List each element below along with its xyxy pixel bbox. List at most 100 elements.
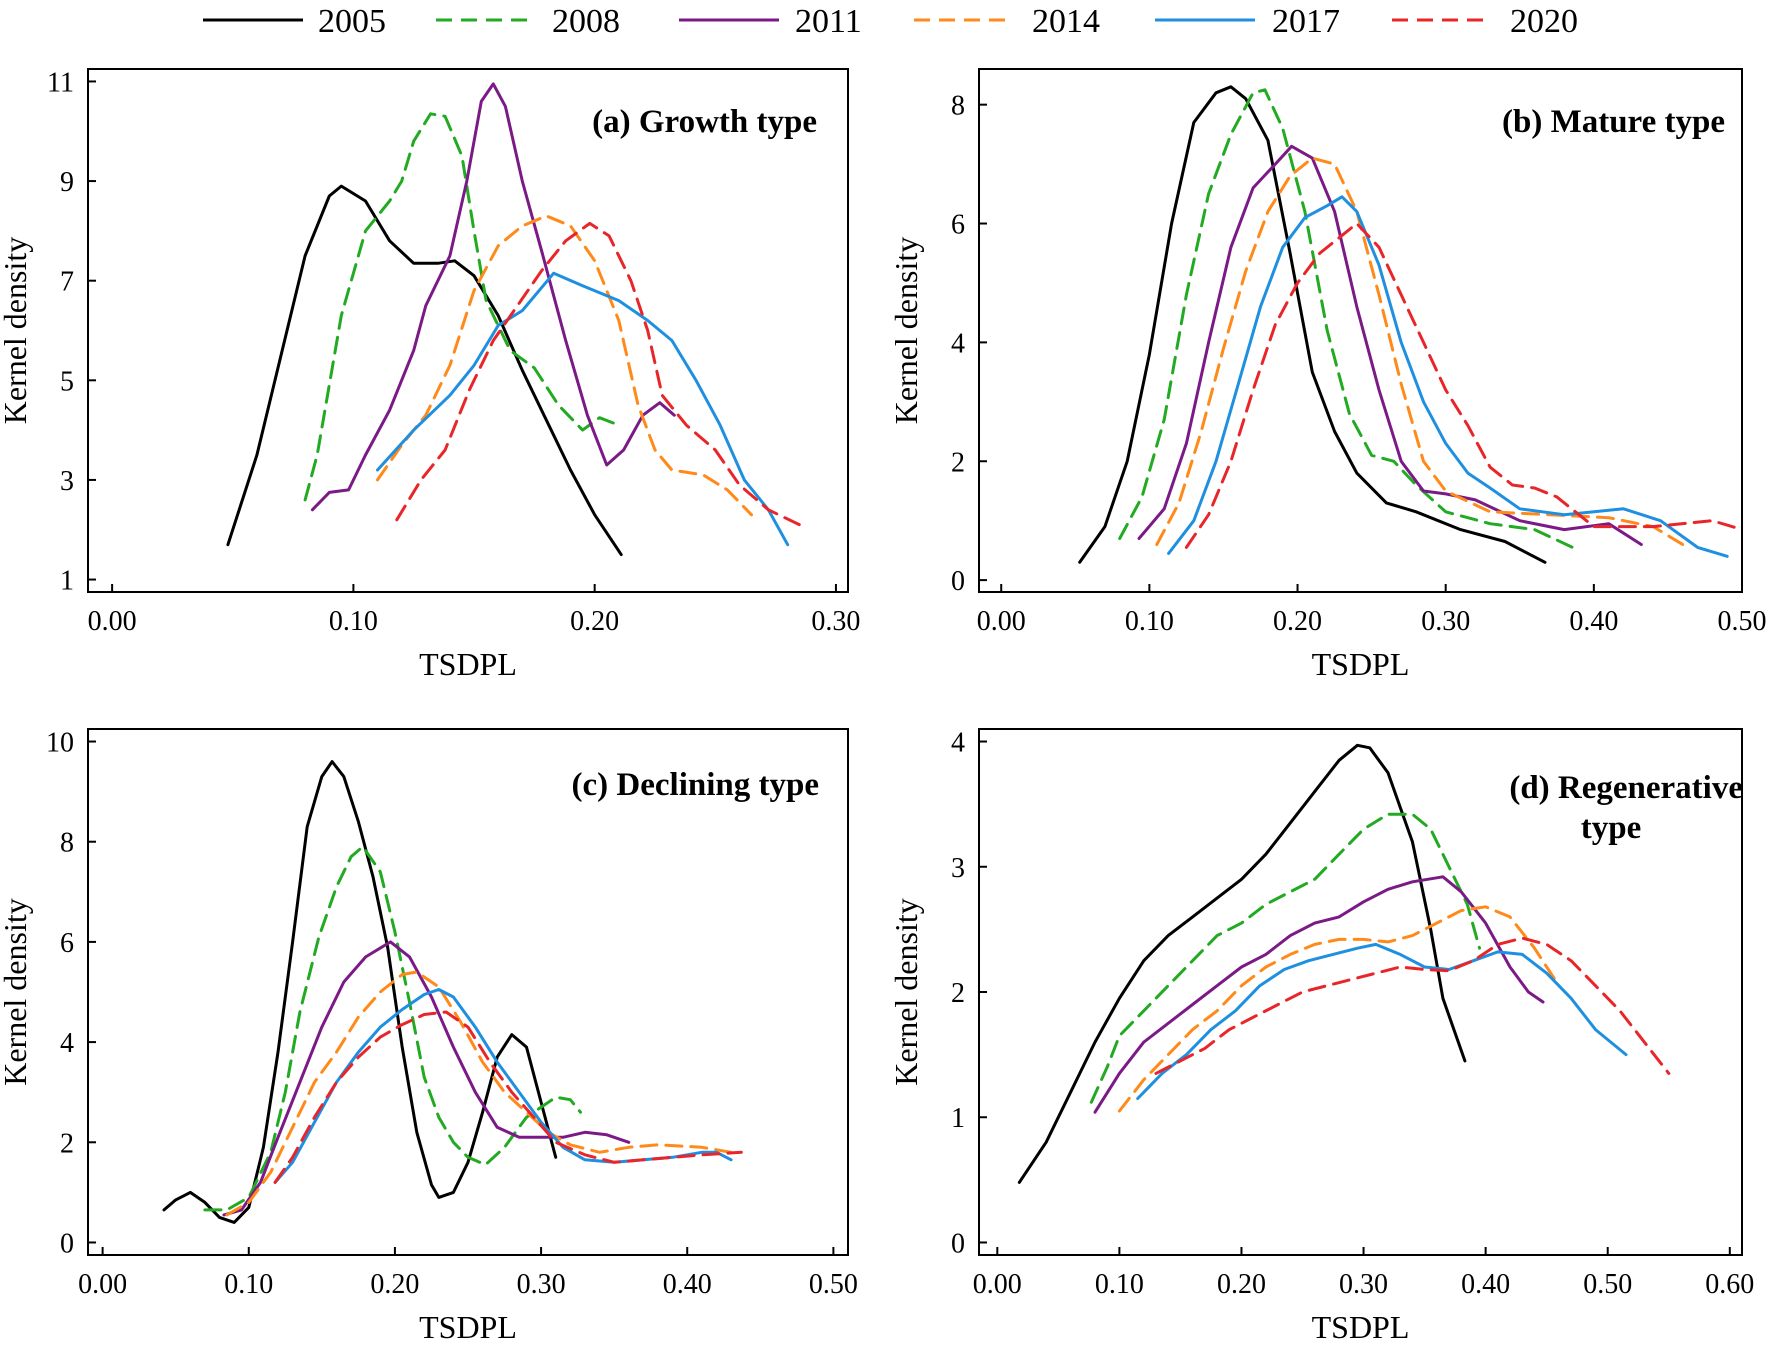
series-line-2011 — [1093, 875, 1545, 1114]
y-tick-label: 8 — [60, 828, 74, 859]
y-tick-label: 3 — [60, 466, 74, 497]
series-line-2020 — [1184, 222, 1742, 549]
panel-1: 0.00 0.10 0.20 0.30 1 3 5 7 9 11 TSDPL Kernel densi… — [0, 67, 860, 682]
x-tick-label: 0.10 — [224, 1269, 273, 1300]
y-tick-label: 5 — [60, 366, 74, 397]
series-line-2008 — [1089, 812, 1481, 1104]
y-tick-label: 7 — [60, 267, 74, 298]
panel-title: type — [1581, 810, 1642, 846]
y-tick-label: 1 — [60, 566, 74, 597]
series-line-2008 — [303, 112, 621, 502]
legend-label-2017: 2017 — [1272, 3, 1340, 40]
series-line-2014 — [1117, 905, 1561, 1113]
legend-label-2011: 2011 — [795, 3, 862, 40]
y-axis-label: Kernel density — [0, 898, 33, 1086]
x-tick-label: 0.20 — [1217, 1269, 1266, 1300]
x-axis-label: TSDPL — [419, 646, 517, 682]
x-tick-label: 0.30 — [1421, 606, 1470, 637]
series-line-2005 — [1078, 85, 1547, 564]
y-tick-label: 9 — [60, 167, 74, 198]
y-tick-label: 4 — [951, 728, 965, 759]
plot-frame — [87, 728, 849, 1256]
panel-2: 0.00 0.10 0.20 0.30 0.40 0.50 0 2 4 6 8 TSDPL Kernel… — [888, 68, 1767, 682]
legend-label-2005: 2005 — [318, 3, 386, 40]
x-tick-label: 0.00 — [973, 1269, 1022, 1300]
x-tick-label: 0.40 — [1461, 1269, 1510, 1300]
x-axis-label: TSDPL — [1312, 646, 1410, 682]
series-group — [226, 82, 807, 557]
series-line-2014 — [1155, 156, 1685, 546]
y-tick-label: 10 — [46, 728, 74, 759]
plot-frame — [87, 68, 849, 593]
panel-title: (b) Mature type — [1502, 104, 1725, 140]
series-line-2017 — [1136, 942, 1628, 1100]
x-tick-label: 0.30 — [811, 606, 860, 637]
y-axis-label: Kernel density — [0, 237, 33, 425]
series-line-2014 — [376, 214, 753, 517]
y-tick-label: 3 — [951, 853, 965, 884]
y-tick-label: 11 — [47, 67, 74, 98]
x-tick-label: 0.30 — [517, 1269, 566, 1300]
x-tick-label: 0.50 — [1583, 1269, 1632, 1300]
legend-label-2020: 2020 — [1510, 3, 1578, 40]
series-line-2005 — [226, 184, 623, 557]
panels: 0.00 0.10 0.20 0.30 1 3 5 7 9 11 TSDPL Kernel densi… — [0, 67, 1767, 1345]
x-tick-label: 0.10 — [1125, 606, 1174, 637]
series-line-2017 — [1167, 195, 1729, 558]
series-group — [1078, 85, 1742, 564]
x-tick-label: 0.20 — [570, 606, 619, 637]
panel-title: (c) Declining type — [572, 767, 819, 803]
legend-label-2008: 2008 — [552, 3, 620, 40]
legend: 2005 2008 2011 2014 2017 2020 — [203, 3, 1578, 40]
x-tick-label: 0.30 — [1339, 1269, 1388, 1300]
x-tick-label: 0.50 — [1718, 606, 1767, 637]
series-line-2020 — [395, 221, 807, 529]
panel-title: (d) Regenerative — [1509, 770, 1743, 806]
legend-label-2014: 2014 — [1032, 3, 1100, 40]
x-tick-label: 0.10 — [329, 606, 378, 637]
series-group — [1017, 743, 1671, 1184]
series-line-2005 — [162, 760, 558, 1224]
series-line-2014 — [225, 970, 733, 1217]
y-tick-label: 0 — [60, 1228, 74, 1259]
y-tick-label: 2 — [951, 978, 965, 1009]
series-line-2017 — [376, 271, 790, 547]
x-tick-label: 0.60 — [1705, 1269, 1754, 1300]
series-line-2011 — [1137, 144, 1643, 546]
y-tick-label: 0 — [951, 566, 965, 597]
plot-frame — [978, 68, 1743, 593]
x-axis-label: TSDPL — [1312, 1309, 1410, 1345]
x-tick-label: 0.10 — [1095, 1269, 1144, 1300]
x-tick-label: 0.20 — [370, 1269, 419, 1300]
panel-title: (a) Growth type — [592, 104, 817, 140]
series-group — [162, 760, 743, 1224]
y-tick-label: 6 — [951, 210, 965, 241]
x-tick-label: 0.00 — [78, 1269, 127, 1300]
panel-3: 0.00 0.10 0.20 0.30 0.40 0.50 0 2 4 6 8 10 TSDPL Kern… — [0, 728, 858, 1345]
y-tick-label: 2 — [60, 1128, 74, 1159]
series-line-2008 — [203, 845, 582, 1212]
y-tick-label: 2 — [951, 447, 965, 478]
x-axis-label: TSDPL — [419, 1309, 517, 1345]
x-tick-label: 0.20 — [1273, 606, 1322, 637]
y-tick-label: 1 — [951, 1103, 965, 1134]
y-tick-label: 6 — [60, 928, 74, 959]
x-tick-label: 0.50 — [809, 1269, 858, 1300]
x-tick-label: 0.00 — [88, 606, 137, 637]
y-tick-label: 4 — [951, 328, 965, 359]
series-line-2020 — [273, 1010, 743, 1184]
y-axis-label: Kernel density — [888, 898, 924, 1086]
x-tick-label: 0.40 — [663, 1269, 712, 1300]
y-tick-label: 4 — [60, 1028, 74, 1059]
y-tick-label: 0 — [951, 1228, 965, 1259]
x-tick-label: 0.00 — [977, 606, 1026, 637]
series-line-2005 — [1017, 743, 1467, 1184]
y-axis-label: Kernel density — [888, 237, 924, 425]
series-line-2011 — [310, 82, 676, 512]
x-tick-label: 0.40 — [1569, 606, 1618, 637]
series-line-2008 — [1118, 88, 1581, 552]
y-tick-label: 8 — [951, 91, 965, 122]
panel-4: 0.00 0.10 0.20 0.30 0.40 0.50 0.60 0 1 2 3 4 TSDPL Ke… — [888, 728, 1754, 1345]
